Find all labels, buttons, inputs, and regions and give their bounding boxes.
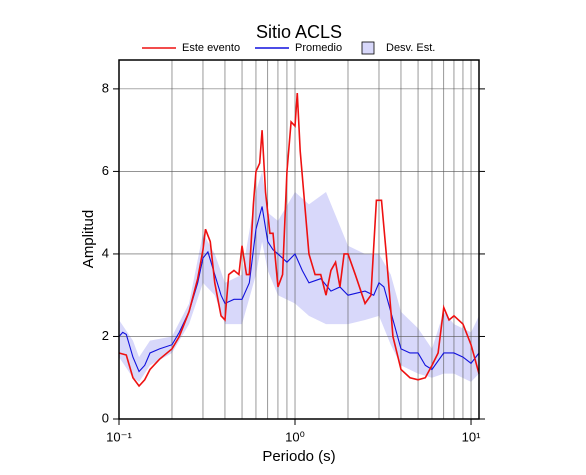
y-tick-label: 2 [102,328,109,343]
y-axis-label: Amplitud [80,210,97,268]
x-tick-label: 10⁰ [285,429,305,444]
x-tick-label: 10¹ [462,429,481,444]
y-tick-label: 6 [102,163,109,178]
legend-swatch [361,41,375,55]
legend-text: Promedio [295,42,342,54]
x-axis-label: Periodo (s) [262,448,335,465]
x-tick-label: 10⁻¹ [106,429,132,444]
y-tick-label: 8 [102,80,109,95]
legend-text: Desv. Est. [386,42,435,54]
std-band [119,171,479,382]
chart-title: Sitio ACLS [256,22,342,42]
plot-frame [118,59,480,420]
legend-text: Este evento [182,42,240,54]
y-tick-label: 4 [102,245,109,260]
series-line [118,92,480,388]
y-tick-label: 0 [102,410,109,425]
